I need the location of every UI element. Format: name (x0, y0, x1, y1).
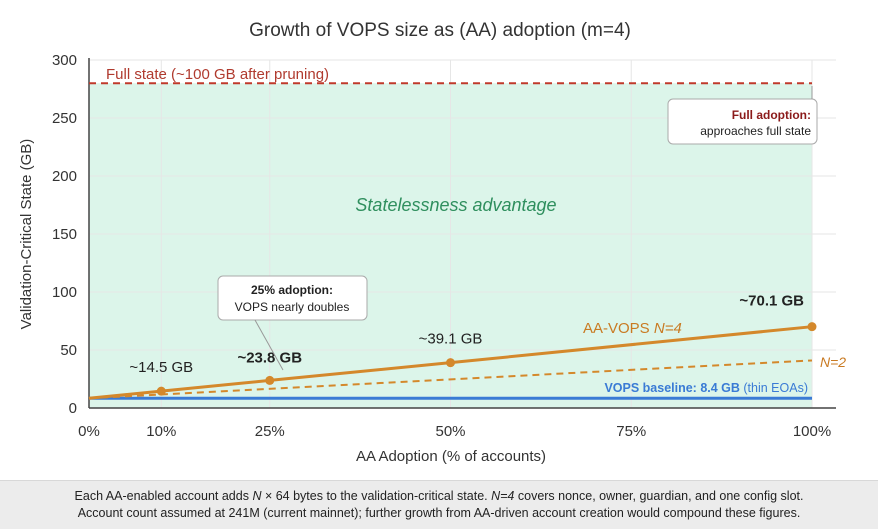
svg-text:Full adoption:: Full adoption: (732, 108, 811, 122)
x-tick-label: 100% (793, 423, 831, 440)
x-axis-ticks: 0% 10% 25% 50% 75% 100% (78, 423, 831, 440)
chart: Growth of VOPS size as (AA) adoption (m=… (18, 20, 847, 465)
caption-line-1: Each AA-enabled account adds N × 64 byte… (74, 489, 804, 503)
y-tick-label: 300 (52, 52, 77, 69)
y-axis-label: Validation-Critical State (GB) (18, 139, 35, 330)
svg-text:approaches full state: approaches full state (700, 124, 811, 138)
y-axis-ticks: 0 50 100 150 200 250 300 (52, 52, 77, 417)
data-label: ~70.1 GB (739, 293, 804, 310)
x-tick-label: 0% (78, 423, 100, 440)
svg-text:25% adoption:: 25% adoption: (251, 283, 333, 297)
axes (88, 58, 836, 409)
y-tick-label: 50 (60, 342, 77, 359)
x-tick-label: 75% (616, 423, 646, 440)
full-state-label: Full state (~100 GB after pruning) (106, 66, 329, 83)
x-tick-label: 10% (146, 423, 176, 440)
data-point (446, 358, 455, 368)
x-tick-label: 25% (255, 423, 285, 440)
caption-line-2: Account count assumed at 241M (current m… (77, 506, 801, 520)
n4-series-label: AA-VOPS N=4 (583, 320, 682, 337)
x-tick-label: 50% (435, 423, 465, 440)
data-label: ~39.1 GB (419, 331, 483, 348)
y-tick-label: 150 (52, 226, 77, 243)
callout-25-adoption: 25% adoption: VOPS nearly doubles (217, 275, 368, 371)
y-tick-label: 0 (69, 400, 77, 417)
caption: Each AA-enabled account adds N × 64 byte… (0, 480, 878, 529)
y-tick-label: 100 (52, 284, 77, 301)
y-tick-label: 200 (52, 168, 77, 185)
data-labels: ~14.5 GB ~23.8 GB ~39.1 GB ~70.1 GB (129, 293, 804, 376)
callout-full-adoption: Full adoption: approaches full state (667, 86, 818, 145)
advantage-label: Statelessness advantage (355, 195, 556, 215)
chart-title: Growth of VOPS size as (AA) adoption (m=… (249, 20, 631, 41)
y-tick-label: 250 (52, 110, 77, 127)
data-point (265, 375, 275, 385)
x-axis-label: AA Adoption (% of accounts) (356, 448, 546, 465)
n4-data-points (156, 322, 817, 396)
data-point (156, 386, 166, 396)
data-label: ~14.5 GB (129, 359, 193, 376)
data-label: ~23.8 GB (237, 349, 302, 366)
n2-series-line (88, 359, 813, 400)
svg-text:VOPS nearly doubles: VOPS nearly doubles (235, 300, 350, 314)
baseline-label: VOPS baseline: 8.4 GB (thin EOAs) (604, 381, 808, 395)
n2-series-label: N=2 (820, 354, 846, 370)
data-point (807, 322, 817, 332)
